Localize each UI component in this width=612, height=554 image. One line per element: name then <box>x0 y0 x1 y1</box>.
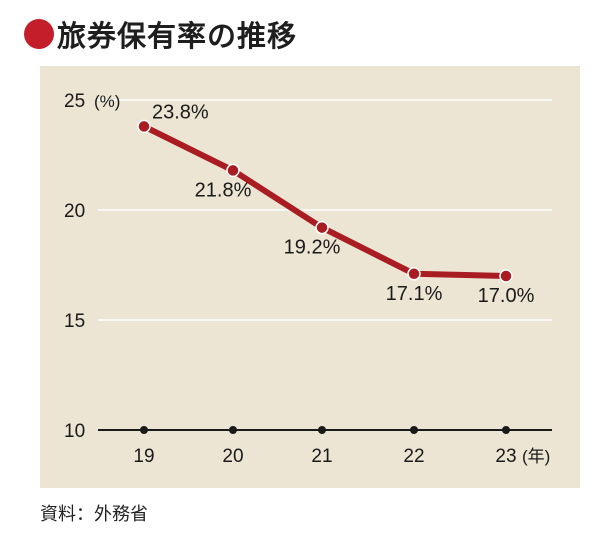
x-tick-label: 23 <box>495 446 516 467</box>
x-tick-dot <box>140 426 148 434</box>
data-point <box>137 119 151 134</box>
chart-title-text: 旅券保有率の推移 <box>57 19 298 53</box>
data-point <box>315 220 329 235</box>
data-label: 17.1% <box>386 283 443 305</box>
data-point <box>226 163 240 178</box>
title-bullet-icon <box>24 19 54 49</box>
x-tick-label: 20 <box>222 446 243 467</box>
y-tick-label: 10 <box>64 421 85 442</box>
x-tick-dot <box>410 426 418 434</box>
y-axis-unit: (%) <box>94 92 120 111</box>
y-tick-label: 20 <box>64 201 85 222</box>
x-tick-label: 19 <box>133 446 154 467</box>
x-tick-label: 21 <box>311 446 332 467</box>
x-tick-dot <box>502 426 510 434</box>
x-axis-unit: (年) <box>522 447 550 466</box>
x-tick-dot <box>229 426 237 434</box>
y-tick-label: 25 <box>64 91 85 112</box>
data-label: 19.2% <box>284 237 341 259</box>
chart-title: 旅券保有率の推移 <box>24 14 297 54</box>
x-tick-label: 22 <box>403 446 424 467</box>
data-point <box>407 267 421 281</box>
x-tick-dot <box>318 426 326 434</box>
y-tick-label: 15 <box>64 311 85 332</box>
data-label: 21.8% <box>195 179 252 201</box>
source-note: 資料：外務省 <box>40 504 148 525</box>
data-point <box>499 269 513 283</box>
data-label: 23.8% <box>152 101 209 123</box>
data-label: 17.0% <box>478 285 535 307</box>
